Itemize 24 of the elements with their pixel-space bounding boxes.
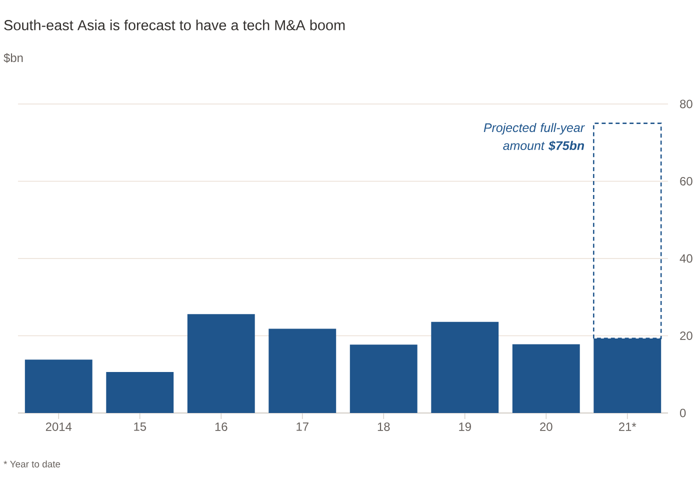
x-tick-label: 18 [378, 422, 390, 431]
x-tick-label: 16 [215, 422, 228, 431]
y-tick-label: 80 [680, 100, 692, 108]
x-tick-label: 19 [459, 422, 471, 431]
chart-title: South-east Asia is forecast to have a tech M&A boom [4, 20, 345, 30]
bar [350, 344, 418, 413]
y-tick-label: 0 [680, 408, 686, 418]
bar [106, 372, 174, 413]
x-tick-label: 21* [618, 422, 636, 431]
y-axis-title: $bn [4, 53, 23, 63]
bar [24, 360, 92, 413]
y-tick-label: 20 [680, 332, 692, 340]
annotation: Projected full-year amount $75bn [484, 122, 585, 151]
bar [187, 314, 255, 413]
bar [268, 328, 336, 413]
x-tick-label: 20 [540, 422, 552, 431]
bar [512, 344, 580, 413]
text: * Year to date [4, 460, 60, 468]
x-tick-label: 2014 [46, 422, 72, 431]
x-tick-label: 17 [296, 422, 308, 431]
x-tick-label: 15 [134, 422, 146, 431]
y-tick-label: 40 [680, 254, 692, 263]
bar [431, 322, 499, 413]
y-tick-label: 60 [680, 177, 692, 186]
